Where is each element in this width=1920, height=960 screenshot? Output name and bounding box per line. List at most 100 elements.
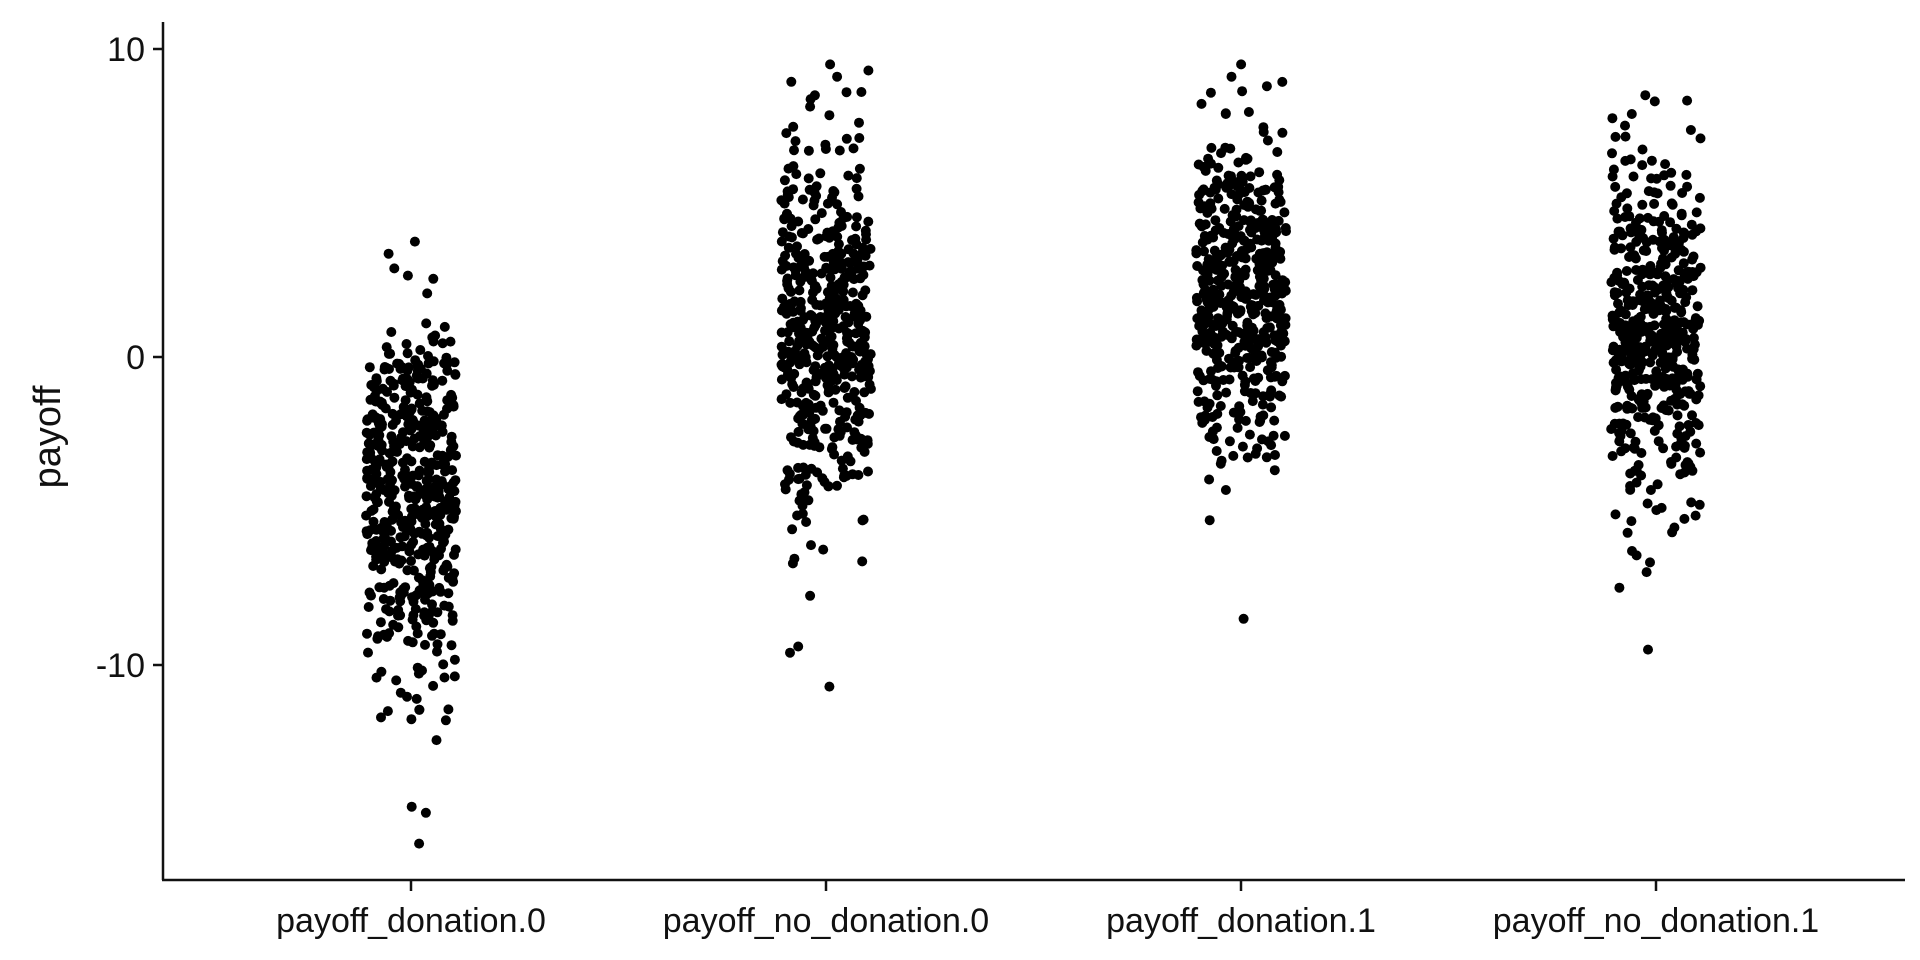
data-point	[793, 641, 804, 652]
data-point	[1622, 527, 1633, 538]
data-point	[379, 364, 390, 375]
data-point	[859, 387, 870, 398]
data-point	[449, 511, 459, 522]
data-point	[1237, 86, 1248, 97]
data-point	[414, 431, 425, 442]
data-point	[780, 250, 791, 261]
data-point	[1615, 353, 1626, 364]
data-point	[824, 292, 835, 303]
data-point	[1692, 301, 1703, 312]
data-point	[864, 379, 875, 390]
data-point	[1258, 333, 1269, 344]
data-point	[793, 462, 804, 473]
data-point	[1669, 522, 1680, 533]
data-point	[832, 71, 843, 82]
data-point	[372, 497, 383, 508]
data-point	[850, 233, 861, 244]
data-point	[1607, 314, 1618, 325]
data-point	[1695, 381, 1706, 392]
data-point	[1257, 265, 1268, 276]
data-point	[1280, 319, 1291, 330]
data-point	[1215, 458, 1226, 469]
data-point	[808, 365, 819, 376]
data-point	[1611, 288, 1622, 299]
data-point	[1648, 216, 1659, 227]
data-point	[410, 494, 421, 505]
data-point	[1629, 250, 1640, 261]
data-point	[828, 397, 839, 408]
data-point	[1194, 320, 1205, 331]
data-point	[391, 675, 402, 686]
data-point	[812, 234, 823, 245]
y-tick-label: 0	[126, 339, 145, 377]
data-point	[1691, 438, 1702, 449]
data-point	[1213, 179, 1224, 190]
data-point	[1694, 192, 1705, 203]
data-point	[1211, 446, 1222, 456]
data-point	[1244, 429, 1255, 440]
data-point	[849, 427, 860, 438]
data-point	[1614, 582, 1625, 593]
data-point	[1628, 316, 1639, 327]
data-point	[788, 184, 799, 195]
data-point	[838, 279, 849, 290]
data-point	[443, 572, 454, 583]
data-point	[408, 610, 419, 621]
data-point	[1665, 217, 1676, 228]
data-point	[777, 293, 788, 304]
data-point	[1669, 302, 1680, 313]
data-point	[389, 263, 400, 274]
data-point	[1645, 557, 1655, 568]
data-point	[403, 362, 414, 373]
data-point	[807, 294, 818, 305]
data-point	[1233, 221, 1244, 232]
data-point	[1676, 432, 1687, 443]
data-point	[1629, 375, 1640, 386]
data-point	[823, 481, 834, 492]
data-point	[1677, 327, 1688, 338]
data-point	[1266, 402, 1277, 413]
data-point	[1611, 380, 1622, 391]
data-point	[369, 382, 380, 393]
data-point	[1192, 313, 1203, 324]
data-point	[824, 681, 835, 692]
data-point	[446, 431, 457, 442]
data-point	[810, 413, 821, 424]
data-point	[1620, 324, 1631, 335]
data-point	[1270, 270, 1281, 281]
data-point	[1652, 479, 1663, 490]
data-point	[836, 455, 847, 466]
data-point	[1645, 485, 1656, 495]
data-point	[376, 712, 386, 723]
data-point	[799, 348, 810, 359]
data-point	[1631, 477, 1642, 488]
data-point	[1277, 127, 1288, 138]
data-point	[814, 442, 825, 453]
data-point	[371, 554, 382, 565]
data-point	[811, 402, 822, 413]
data-point	[1242, 153, 1253, 164]
data-point	[1686, 219, 1697, 230]
data-point	[786, 432, 796, 443]
data-point	[395, 687, 406, 698]
data-point	[788, 306, 799, 317]
x-tick-label: payoff_no_donation.0	[663, 902, 989, 940]
data-point	[821, 423, 832, 434]
data-point	[1250, 448, 1261, 459]
data-point	[1636, 397, 1647, 408]
data-point	[402, 270, 413, 281]
data-point	[1678, 258, 1689, 269]
data-point	[1199, 289, 1210, 300]
data-point	[803, 495, 814, 506]
data-point	[406, 456, 417, 467]
data-point	[424, 442, 435, 453]
data-point	[1652, 337, 1663, 348]
data-point	[408, 565, 419, 576]
data-point	[1668, 232, 1679, 243]
data-point	[827, 371, 838, 382]
data-point	[803, 145, 814, 156]
data-point	[1621, 266, 1632, 276]
data-point	[1229, 233, 1240, 244]
y-tick-label: 10	[107, 31, 145, 69]
data-point	[1657, 371, 1668, 382]
